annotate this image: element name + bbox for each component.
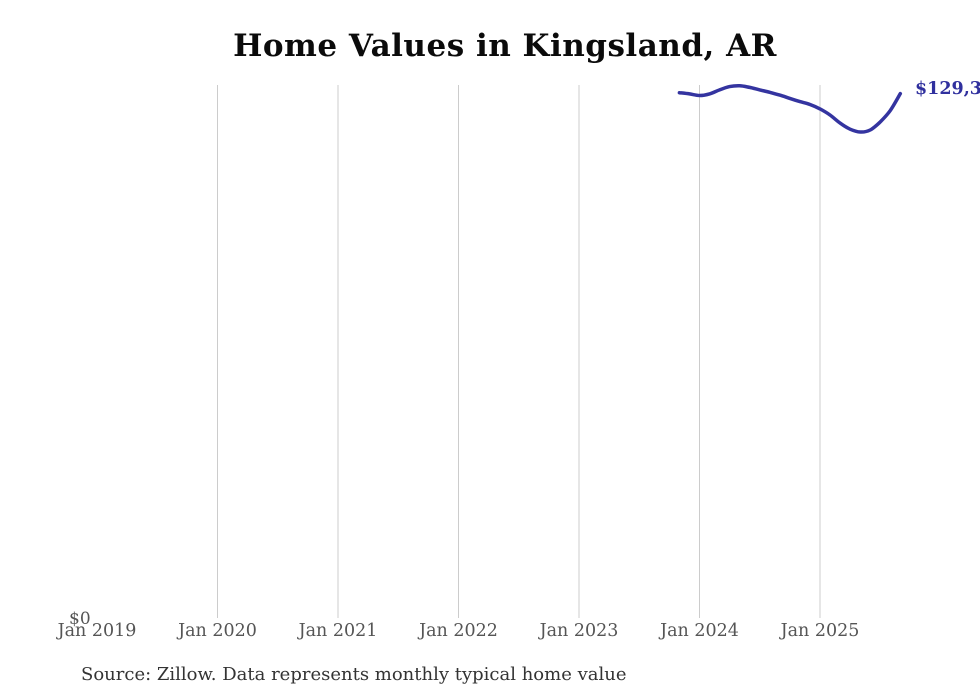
y-axis-zero-label: $0 (69, 609, 91, 629)
x-axis-tick-label: Jan 2020 (178, 621, 257, 641)
latest-value-label: $129,388 (915, 79, 980, 99)
x-axis-tick-label: Jan 2025 (780, 621, 860, 641)
x-axis-tick-label: Jan 2019 (57, 621, 137, 641)
chart-title: Home Values in Kingsland, AR (233, 28, 777, 64)
source-note: Source: Zillow. Data represents monthly … (81, 664, 627, 685)
x-axis-tick-label: Jan 2023 (539, 621, 619, 641)
x-axis-tick-label: Jan 2022 (419, 621, 498, 641)
home-values-line (677, 84, 903, 134)
x-axis-tick-label: Jan 2024 (660, 621, 739, 641)
gridlines (217, 85, 821, 618)
x-axis-tick-label: Jan 2021 (298, 621, 378, 641)
